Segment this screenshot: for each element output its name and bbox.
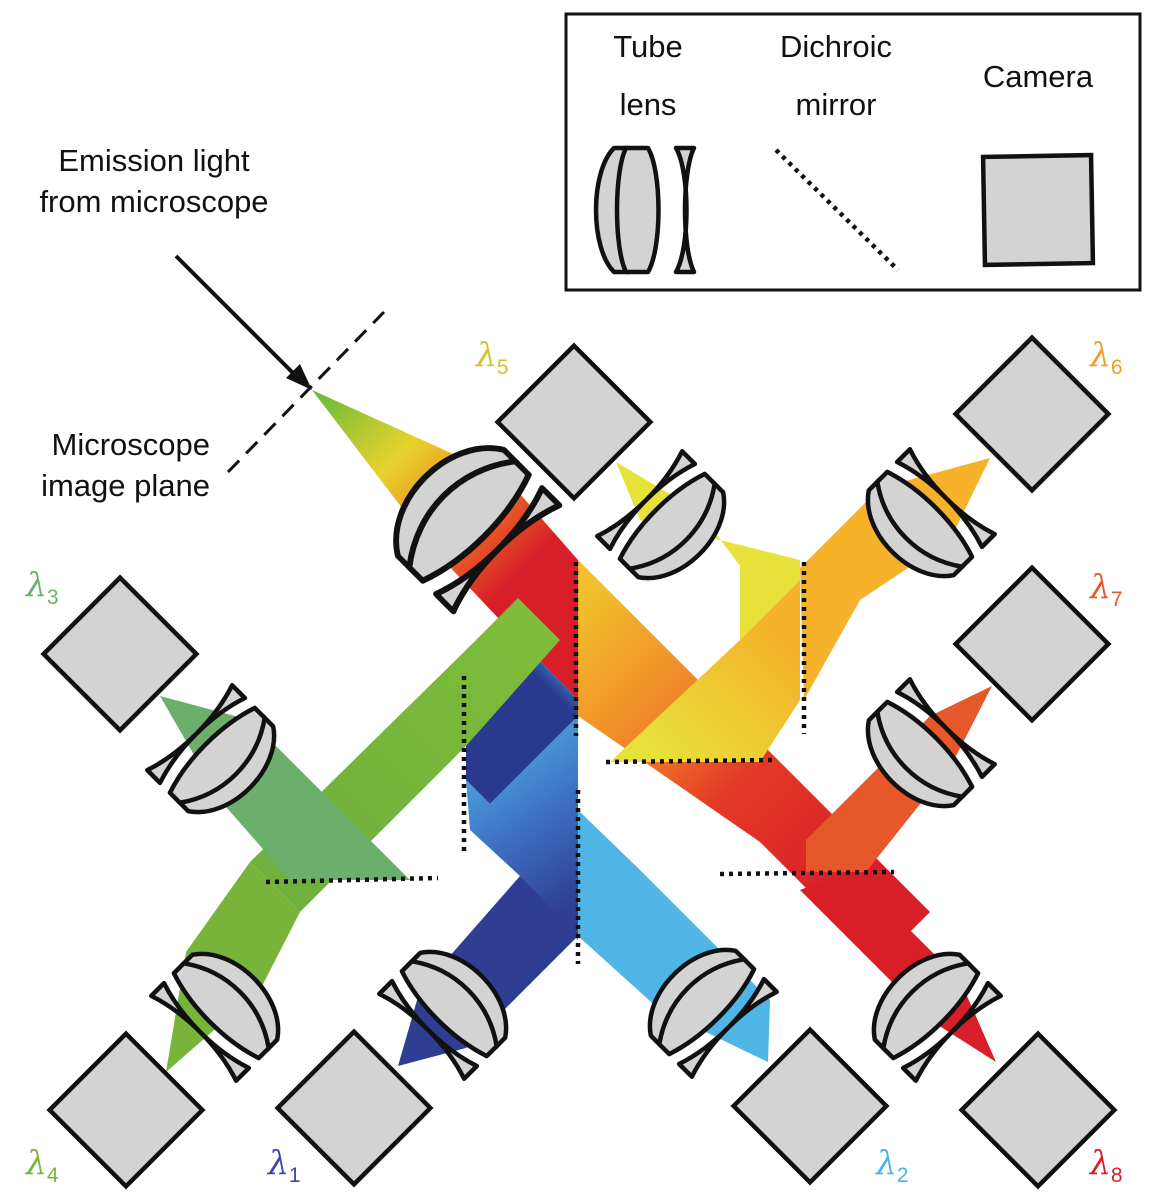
legend-camera-icon <box>980 152 1096 268</box>
legend-dichroic-icon <box>774 148 900 272</box>
image-plane-label-line2: image plane <box>41 468 210 503</box>
image-plane-label-line1: Microscope <box>52 427 211 462</box>
camera-lambda2 <box>730 1026 890 1186</box>
label-lambda5: λ5 <box>474 335 509 379</box>
legend-dichroic-label-2: mirror <box>796 87 877 122</box>
label-lambda2: λ2 <box>874 1143 909 1187</box>
emission-label-line2: from microscope <box>39 184 268 219</box>
emission-label-line1: Emission light <box>58 143 250 178</box>
image-plane <box>226 310 386 474</box>
legend-tube-lens-icon <box>593 145 697 275</box>
camera-lambda8 <box>958 1030 1118 1190</box>
legend-dichroic-label-1: Dichroic <box>780 29 892 64</box>
beam-yellow-orange <box>610 580 800 762</box>
label-lambda4: λ4 <box>24 1143 59 1187</box>
camera-lambda3 <box>40 574 200 734</box>
legend-camera-label: Camera <box>983 59 1094 94</box>
tube-lens-lambda5 <box>597 451 742 596</box>
cameras <box>40 334 1118 1190</box>
label-lambda1: λ1 <box>266 1143 301 1187</box>
camera-lambda1 <box>274 1028 434 1188</box>
legend-tube-lens-label-1: Tube <box>613 29 683 64</box>
label-lambda3: λ3 <box>24 565 59 609</box>
dichroic-mirror-7 <box>719 869 895 877</box>
emission-arrow <box>174 254 312 390</box>
camera-lambda4 <box>46 1030 206 1190</box>
beam-blue <box>466 716 578 940</box>
label-lambda7: λ7 <box>1088 567 1123 611</box>
legend-tube-lens-label-2: lens <box>620 87 677 122</box>
wavelength-labels: λ5 λ6 λ7 λ3 λ4 λ1 λ2 λ8 <box>24 335 1123 1187</box>
dichroic-mirror-6 <box>265 875 439 885</box>
dichroic-mirrors <box>265 562 895 964</box>
label-lambda8: λ8 <box>1088 1143 1123 1187</box>
legend: Tube lens Dichroic mirror Camera <box>564 12 1142 292</box>
label-lambda6: λ6 <box>1088 335 1123 379</box>
camera-lambda6 <box>952 334 1112 494</box>
camera-lambda7 <box>952 564 1112 724</box>
camera-lambda5 <box>494 342 654 502</box>
dichroic-mirror-5 <box>605 757 777 765</box>
